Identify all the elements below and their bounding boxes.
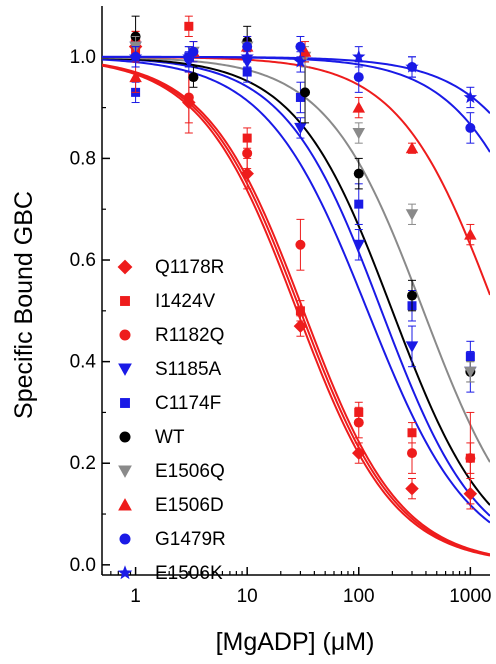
data-point [188,46,199,57]
legend: Q1178R I1424V R1182Q S1185A C1174F WT E1506Q E1… [117,257,226,584]
data-point [242,67,252,77]
x-tick-label: 100 [343,586,375,607]
data-point [182,49,196,63]
data-point [295,306,305,316]
fit-curve [102,57,490,506]
legend-marker [118,363,132,376]
legend-marker [117,259,133,275]
data-point [405,59,419,73]
data-point [405,142,419,154]
y-tick-label: 0.6 [70,250,96,271]
data-point [464,366,477,379]
data-point [128,49,143,63]
legend-label: E1506Q [155,461,225,482]
axes-layer: 0.0 0.2 0.4 0.6 0.8 1.0 1 10 100 1000 [70,6,491,607]
y-tick-label: 1.0 [70,47,96,68]
y-tick-label: 0.4 [70,352,97,373]
data-point [240,166,254,181]
x-tick-label: 1000 [449,586,491,607]
data-point [242,148,253,159]
data-point [129,70,142,83]
legend-label: E1506K [155,563,223,584]
data-points [128,15,478,510]
legend-marker [118,498,132,511]
data-point [405,209,419,221]
data-point [464,228,477,240]
legend-label: I1424V [155,291,216,312]
data-point [465,352,475,362]
legend-marker [120,296,130,306]
legend-label: R1182Q [155,325,224,346]
legend-marker [119,431,131,443]
fit-curve [102,63,490,556]
data-point [352,239,366,252]
legend-label: WT [155,427,185,448]
data-point [295,41,306,52]
fit-curve [102,58,490,524]
legend-marker [119,533,131,545]
legend-label: E1506D [155,495,224,516]
y-tick-label: 0.2 [70,453,96,474]
data-point [465,122,476,133]
data-point [352,128,366,140]
data-point [407,290,418,301]
data-point [188,72,199,83]
data-point [293,319,308,333]
y-tick-label: 0.0 [70,555,96,576]
legend-label: Q1178R [155,257,224,278]
data-point [354,199,364,209]
legend-label: G1479R [155,529,226,550]
data-point [183,92,194,103]
fit-curve [102,64,490,556]
data-point [405,341,419,353]
data-point [352,49,366,63]
data-point [352,101,366,113]
data-point [295,92,305,102]
data-point [298,45,312,57]
legend-marker [118,465,132,478]
legend-marker [117,565,133,580]
data-point [463,90,478,104]
legend-label: C1174F [155,393,221,414]
fit-curve [102,55,490,153]
x-axis-title: [MgADP] (μM) [216,628,375,656]
x-tick-label: 10 [237,586,258,607]
y-tick-label: 0.8 [70,148,96,169]
fit-curve [102,57,490,517]
y-axis-title: Specific Bound GBC [10,191,38,419]
x-tick-label: 1 [130,586,141,607]
data-point [352,446,366,460]
data-point [293,54,308,68]
fit-curve [102,56,490,463]
data-point [465,453,476,464]
legend-marker [120,398,130,408]
fit-curve [102,55,490,114]
legend-marker [119,329,131,341]
data-point [405,481,419,496]
data-point [300,87,311,98]
legend-label: S1185A [155,359,222,380]
data-point [353,168,364,179]
data-point [353,417,364,428]
data-point [295,239,306,250]
data-point [407,448,418,459]
data-point [294,122,307,135]
data-point [240,49,254,63]
data-point [353,72,364,83]
data-point [184,21,194,31]
